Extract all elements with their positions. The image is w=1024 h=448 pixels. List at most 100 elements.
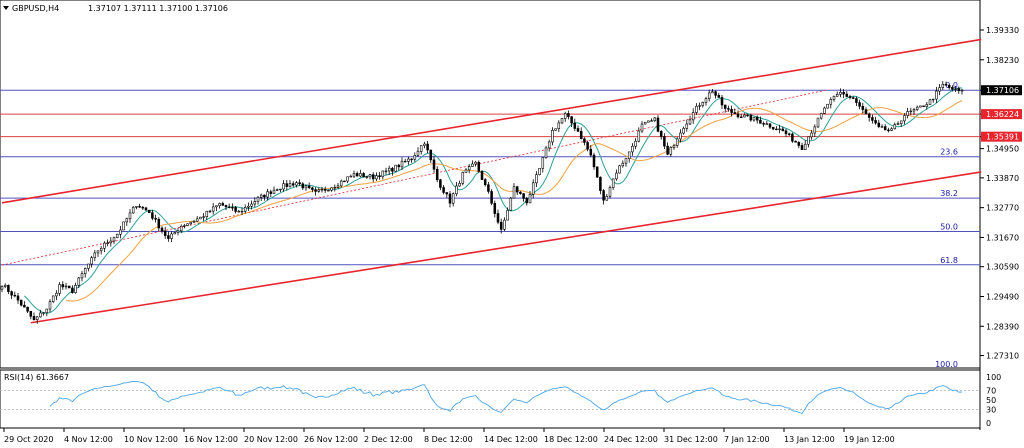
candle[interactable] xyxy=(522,192,525,202)
candle[interactable] xyxy=(560,118,564,125)
candle[interactable] xyxy=(83,267,87,278)
candle[interactable] xyxy=(387,165,391,176)
candle[interactable] xyxy=(39,309,42,318)
candle[interactable] xyxy=(928,98,932,105)
candle[interactable] xyxy=(381,170,385,180)
candle[interactable] xyxy=(925,102,929,110)
candle[interactable] xyxy=(531,179,535,199)
candle[interactable] xyxy=(503,217,506,232)
candle[interactable] xyxy=(45,308,49,317)
candle[interactable] xyxy=(375,172,378,182)
candle[interactable] xyxy=(906,107,909,119)
candle[interactable] xyxy=(675,137,679,148)
candle[interactable] xyxy=(240,207,244,216)
candle[interactable] xyxy=(608,185,612,199)
candle[interactable] xyxy=(829,97,833,109)
candle[interactable] xyxy=(263,194,266,201)
candle[interactable] xyxy=(147,209,151,214)
candle[interactable] xyxy=(685,119,689,132)
candle[interactable] xyxy=(243,204,247,214)
candle[interactable] xyxy=(842,89,845,99)
candle[interactable] xyxy=(208,209,212,213)
candle[interactable] xyxy=(730,105,733,117)
candle[interactable] xyxy=(343,180,346,183)
candle[interactable] xyxy=(640,121,644,134)
candle[interactable] xyxy=(912,107,916,115)
candle[interactable] xyxy=(458,180,461,187)
candle[interactable] xyxy=(170,231,173,243)
candle[interactable] xyxy=(250,200,253,210)
candle[interactable] xyxy=(90,255,93,268)
candle[interactable] xyxy=(394,164,397,172)
candle[interactable] xyxy=(112,236,116,245)
candle[interactable] xyxy=(919,105,922,108)
candle[interactable] xyxy=(435,166,439,183)
candle[interactable] xyxy=(67,285,71,289)
candle[interactable] xyxy=(320,186,324,193)
candle[interactable] xyxy=(365,175,369,179)
candle[interactable] xyxy=(48,299,52,313)
candle[interactable] xyxy=(490,189,493,206)
candle[interactable] xyxy=(144,206,148,211)
candle[interactable] xyxy=(803,140,807,151)
candle[interactable] xyxy=(893,122,897,130)
candle[interactable] xyxy=(26,306,29,313)
candle[interactable] xyxy=(954,85,957,93)
candle[interactable] xyxy=(887,127,890,133)
candle[interactable] xyxy=(61,281,65,290)
candle[interactable] xyxy=(247,202,250,211)
candle[interactable] xyxy=(74,282,77,294)
candle[interactable] xyxy=(864,107,868,115)
candle[interactable] xyxy=(304,184,308,191)
candle[interactable] xyxy=(410,158,413,163)
candle[interactable] xyxy=(55,290,58,301)
candle[interactable] xyxy=(368,173,372,180)
candle[interactable] xyxy=(157,217,161,232)
candle[interactable] xyxy=(317,187,321,193)
candle[interactable] xyxy=(823,106,826,115)
candle[interactable] xyxy=(599,176,602,195)
candle[interactable] xyxy=(778,124,781,134)
candle[interactable] xyxy=(71,285,74,294)
candle[interactable] xyxy=(186,223,189,226)
candle[interactable] xyxy=(557,120,561,132)
candle[interactable] xyxy=(752,116,756,122)
candle[interactable] xyxy=(573,118,577,132)
candle[interactable] xyxy=(711,88,714,94)
candle[interactable] xyxy=(125,217,129,226)
candle[interactable] xyxy=(371,172,375,183)
candle[interactable] xyxy=(407,156,410,165)
candle[interactable] xyxy=(96,250,100,257)
candle[interactable] xyxy=(570,115,573,128)
candle[interactable] xyxy=(544,145,548,159)
candle[interactable] xyxy=(80,270,84,282)
dropdown-triangle-icon[interactable] xyxy=(3,6,9,10)
candle[interactable] xyxy=(285,179,289,191)
candle[interactable] xyxy=(307,182,311,190)
candle[interactable] xyxy=(3,283,7,289)
candle[interactable] xyxy=(19,299,23,307)
candle[interactable] xyxy=(663,133,666,150)
candle[interactable] xyxy=(141,205,145,210)
candle[interactable] xyxy=(960,88,964,95)
candle[interactable] xyxy=(269,189,273,198)
candle[interactable] xyxy=(727,105,730,112)
channel-lower-line[interactable] xyxy=(30,171,982,324)
candle[interactable] xyxy=(35,315,39,324)
candle[interactable] xyxy=(784,128,788,137)
candle[interactable] xyxy=(176,227,180,236)
candle[interactable] xyxy=(122,221,125,231)
candle[interactable] xyxy=(227,203,231,209)
candle[interactable] xyxy=(698,102,701,111)
candle[interactable] xyxy=(432,155,436,173)
candle[interactable] xyxy=(477,160,481,173)
candle[interactable] xyxy=(880,124,884,128)
candle[interactable] xyxy=(576,125,580,132)
candle[interactable] xyxy=(314,187,317,196)
candle[interactable] xyxy=(525,197,529,206)
candle[interactable] xyxy=(359,169,362,178)
candle[interactable] xyxy=(762,121,765,127)
candle[interactable] xyxy=(672,143,676,150)
candle[interactable] xyxy=(493,200,497,218)
candle[interactable] xyxy=(426,141,429,153)
